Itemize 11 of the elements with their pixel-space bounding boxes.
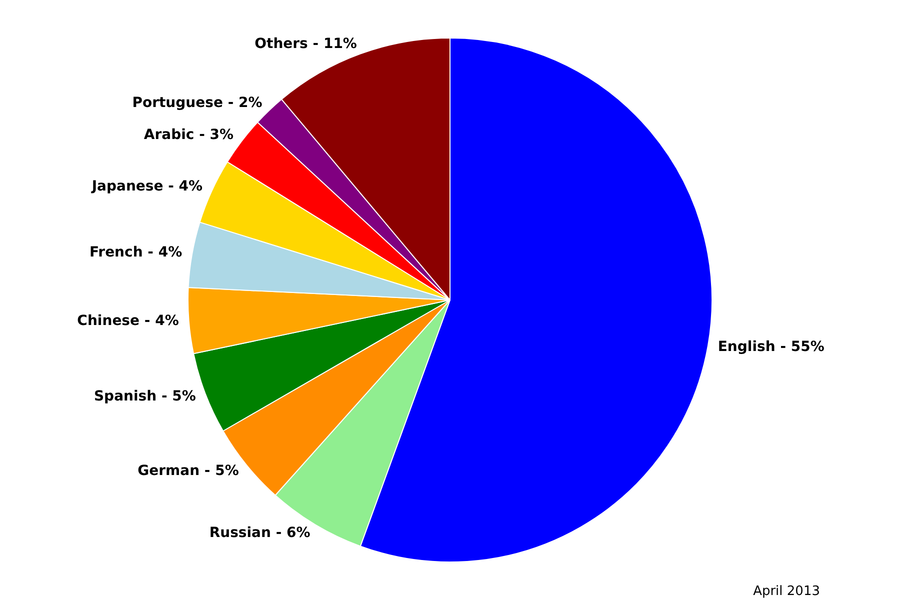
slice-label: Others - 11%: [254, 36, 357, 52]
text: April 2013: [753, 584, 820, 599]
slice-label: Chinese - 4%: [77, 313, 179, 330]
slice-label: Russian - 6%: [209, 525, 310, 542]
slice-label: English - 55%: [718, 338, 824, 355]
slice-label: French - 4%: [89, 244, 182, 260]
slice-label: German - 5%: [138, 463, 239, 480]
slice-label: Portuguese - 2%: [132, 94, 262, 111]
slice-label: Japanese - 4%: [90, 178, 203, 195]
slice-label: Arabic - 3%: [144, 126, 234, 143]
slice-label: Spanish - 5%: [94, 388, 196, 405]
